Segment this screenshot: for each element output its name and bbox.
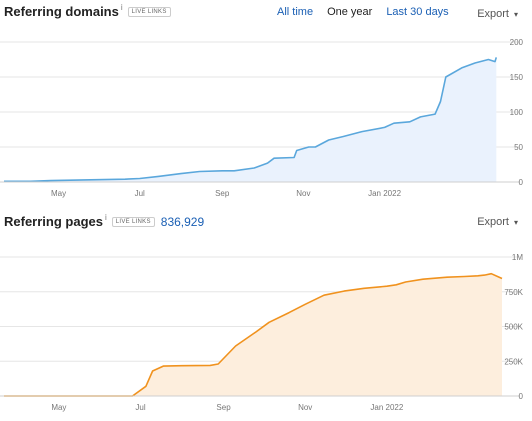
pages-x-tick-label: Nov: [298, 403, 312, 412]
domains-area-fill: [4, 57, 497, 182]
pages-header: Referring pages i LIVE LINKS 836,929: [4, 213, 205, 229]
domains-y-tick-label: 200: [510, 38, 524, 47]
domains-x-tick-label: Jul: [135, 189, 145, 198]
pages-x-tick-label: May: [51, 403, 66, 412]
domains-header: Referring domains i LIVE LINKS: [4, 3, 171, 19]
info-icon[interactable]: i: [120, 3, 123, 12]
domains-y-tick-label: 0: [519, 178, 524, 187]
pages-y-tick-label: 250K: [504, 357, 523, 366]
range-last-30-days-button[interactable]: Last 30 days: [386, 6, 449, 18]
domains-series-line: [4, 57, 498, 183]
domains-title: Referring domains: [4, 4, 119, 19]
domains-x-tick-label: Sep: [215, 189, 230, 198]
domains-x-tick-label: Jan 2022: [368, 189, 401, 198]
pages-x-tick-label: Jul: [135, 403, 145, 412]
pages-y-tick-label: 500K: [504, 323, 523, 332]
export-label: Export: [477, 8, 509, 20]
export-label: Export: [477, 216, 509, 228]
chevron-down-icon: ▾: [513, 218, 518, 227]
range-all-time-button[interactable]: All time: [277, 6, 314, 18]
pages-title: Referring pages: [4, 214, 103, 229]
pages-y-tick-label: 1M: [512, 253, 523, 262]
domains-y-tick-label: 100: [510, 108, 524, 117]
export-button[interactable]: Export ▾: [477, 8, 518, 20]
domains-x-tick-label: May: [51, 189, 66, 198]
referring-pages-total: 836,929: [160, 214, 205, 229]
referring-pages-panel: Referring pages i LIVE LINKS 836,929 Exp…: [0, 205, 532, 421]
domains-y-tick-label: 150: [510, 73, 524, 82]
pages-y-tick-label: 0: [519, 392, 524, 401]
domains-y-tick-label: 50: [514, 143, 523, 152]
chevron-down-icon: ▾: [513, 10, 518, 19]
pages-series-line: [4, 272, 503, 397]
date-range-selector: All time One year Last 30 days: [277, 6, 463, 18]
info-icon[interactable]: i: [104, 213, 107, 222]
live-links-badge: LIVE LINKS: [111, 216, 155, 227]
export-button[interactable]: Export ▾: [477, 216, 518, 228]
pages-x-tick-label: Jan 2022: [370, 403, 403, 412]
live-links-badge: LIVE LINKS: [127, 6, 171, 17]
referring-domains-panel: Referring domains i LIVE LINKS All time …: [0, 0, 532, 205]
pages-y-tick-label: 750K: [504, 288, 523, 297]
range-one-year-button[interactable]: One year: [327, 6, 373, 18]
domains-x-tick-label: Nov: [296, 189, 310, 198]
pages-x-tick-label: Sep: [216, 403, 231, 412]
